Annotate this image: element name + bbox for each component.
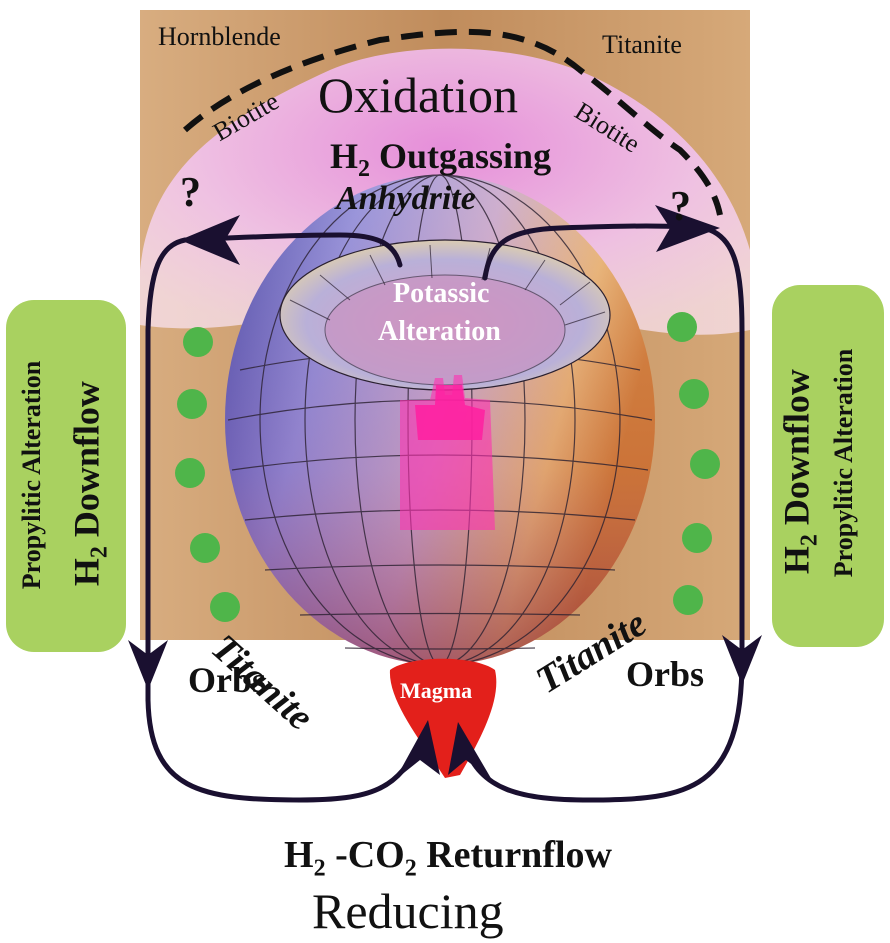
- returnflow-sub1: 2: [313, 855, 326, 882]
- magma-body: [389, 658, 497, 778]
- label-h2-outgassing: H2 Outgassing: [330, 138, 551, 181]
- returnflow-rest: Returnflow: [416, 834, 612, 876]
- label-oxidation: Oxidation: [318, 67, 518, 123]
- green-dots-left: [175, 327, 240, 622]
- oxidation-boundary: [183, 28, 723, 216]
- downflow-right-h: H: [776, 546, 817, 575]
- label-orbs-right: Orbs: [626, 654, 705, 694]
- label-potassic: Potassic: [393, 278, 490, 309]
- arrowheads: [128, 205, 762, 780]
- label-returnflow: H2 -CO2 Returnflow: [284, 836, 612, 881]
- downflow-left-rest: Downflow: [66, 381, 107, 547]
- h2-outgassing-sub: 2: [358, 156, 371, 183]
- label-downflow-left: H2 Downflow: [66, 324, 113, 644]
- returnflow-sub2: 2: [404, 855, 417, 882]
- label-orbs-left: Orbs: [188, 660, 267, 700]
- label-hornblende: Hornblende: [158, 22, 281, 51]
- downflow-right-sub: 2: [796, 534, 823, 547]
- downflow-left-h: H: [66, 558, 107, 587]
- h2-outgassing-h: H: [330, 136, 359, 176]
- returnflow-mid: -CO: [325, 834, 405, 876]
- flow-arrows: [145, 223, 745, 803]
- label-anhydrite: Anhydrite: [336, 180, 476, 217]
- downflow-right-rest: Downflow: [776, 369, 817, 535]
- label-propylitic-right: Propylitic Alteration: [829, 348, 858, 578]
- label-magma: Magma: [400, 678, 473, 703]
- returnflow-h: H: [284, 834, 314, 876]
- question-mark-right: ?: [670, 184, 691, 230]
- label-alteration: Alteration: [378, 316, 501, 347]
- green-dots-right: [667, 312, 720, 615]
- downflow-left-sub: 2: [86, 546, 113, 559]
- label-downflow-right: H2 Downflow: [776, 312, 823, 632]
- propylitic-panel-left: [6, 300, 126, 652]
- propylitic-panel-right: [772, 285, 884, 647]
- label-titanite-top: Titanite: [602, 30, 682, 59]
- label-propylitic-left: Propylitic Alteration: [17, 360, 46, 590]
- h2-outgassing-rest: Outgassing: [370, 136, 552, 176]
- torus: [225, 174, 655, 666]
- question-mark-left: ?: [180, 170, 201, 216]
- label-reducing: Reducing: [312, 883, 504, 939]
